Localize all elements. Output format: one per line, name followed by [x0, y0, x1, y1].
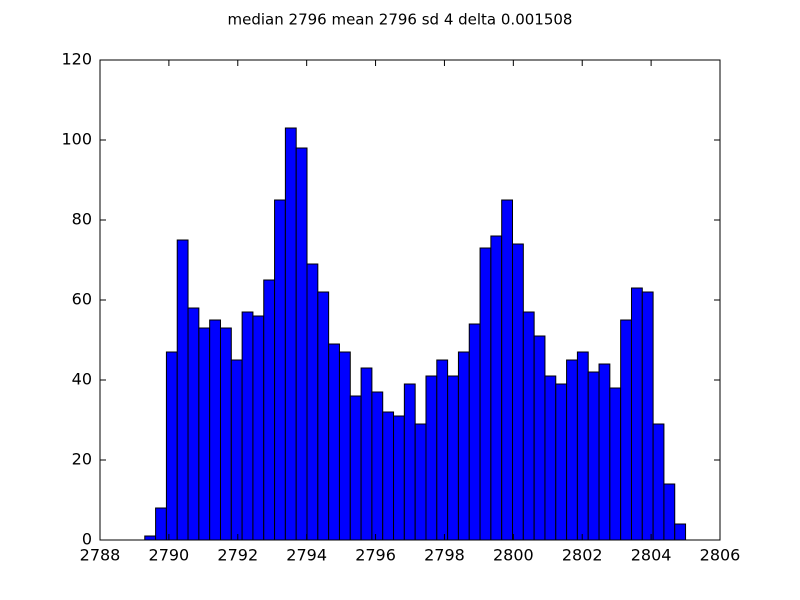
bar	[349, 395, 362, 541]
bar	[382, 411, 395, 541]
bar	[176, 239, 189, 541]
y-tick-label: 60	[72, 290, 92, 309]
bar	[230, 359, 243, 541]
bar	[479, 247, 492, 541]
x-tick-label: 2790	[149, 546, 190, 565]
bar	[522, 311, 535, 541]
bar	[219, 327, 232, 541]
bar	[641, 291, 654, 541]
bar	[544, 375, 557, 541]
bar	[576, 351, 589, 541]
y-tick-label: 120	[61, 50, 92, 69]
y-tick-label: 100	[61, 130, 92, 149]
bar	[187, 307, 200, 541]
bar	[414, 423, 427, 541]
bar	[533, 335, 546, 541]
y-tick-label: 80	[72, 210, 92, 229]
bar	[587, 371, 600, 541]
bar	[512, 243, 524, 541]
bar	[274, 199, 286, 541]
bar	[674, 523, 687, 541]
bar	[652, 423, 665, 541]
chart-title: median 2796 mean 2796 sd 4 delta 0.00150…	[228, 11, 573, 29]
bar	[663, 483, 676, 541]
y-tick-label: 20	[72, 450, 92, 469]
bar	[447, 375, 459, 541]
bar	[501, 199, 514, 541]
bar	[620, 319, 632, 541]
y-tick-label: 40	[72, 370, 92, 389]
x-tick-label: 2804	[631, 546, 672, 565]
bar	[338, 351, 351, 541]
bar	[328, 343, 340, 541]
x-tick-label: 2802	[562, 546, 603, 565]
bar	[393, 415, 405, 541]
y-tick-label: 0	[82, 530, 92, 549]
plot-frame	[99, 59, 721, 541]
x-tick-label: 2806	[700, 546, 741, 565]
bar	[360, 367, 373, 541]
x-tick-label: 2798	[424, 546, 465, 565]
bar	[566, 359, 578, 541]
bar	[468, 323, 481, 541]
bar	[317, 291, 330, 541]
bar	[306, 263, 319, 541]
bar	[241, 311, 254, 541]
bar	[144, 535, 157, 541]
bar	[209, 319, 221, 541]
bar	[165, 351, 178, 541]
bar	[263, 279, 276, 541]
x-tick-label: 2788	[80, 546, 121, 565]
bar	[490, 235, 503, 541]
bar	[198, 327, 211, 541]
bar	[609, 387, 622, 541]
bar	[155, 507, 167, 541]
bar	[295, 147, 308, 541]
bar	[252, 315, 265, 541]
x-tick-label: 2796	[355, 546, 396, 565]
bar	[598, 363, 611, 541]
bar	[436, 359, 449, 541]
bar	[403, 383, 416, 541]
x-tick-label: 2800	[493, 546, 534, 565]
bar	[555, 383, 568, 541]
bar	[371, 391, 384, 541]
x-tick-label: 2794	[286, 546, 327, 565]
bar	[457, 351, 470, 541]
bar	[630, 287, 643, 541]
x-tick-label: 2792	[217, 546, 258, 565]
bar	[425, 375, 438, 541]
bar	[284, 127, 297, 541]
